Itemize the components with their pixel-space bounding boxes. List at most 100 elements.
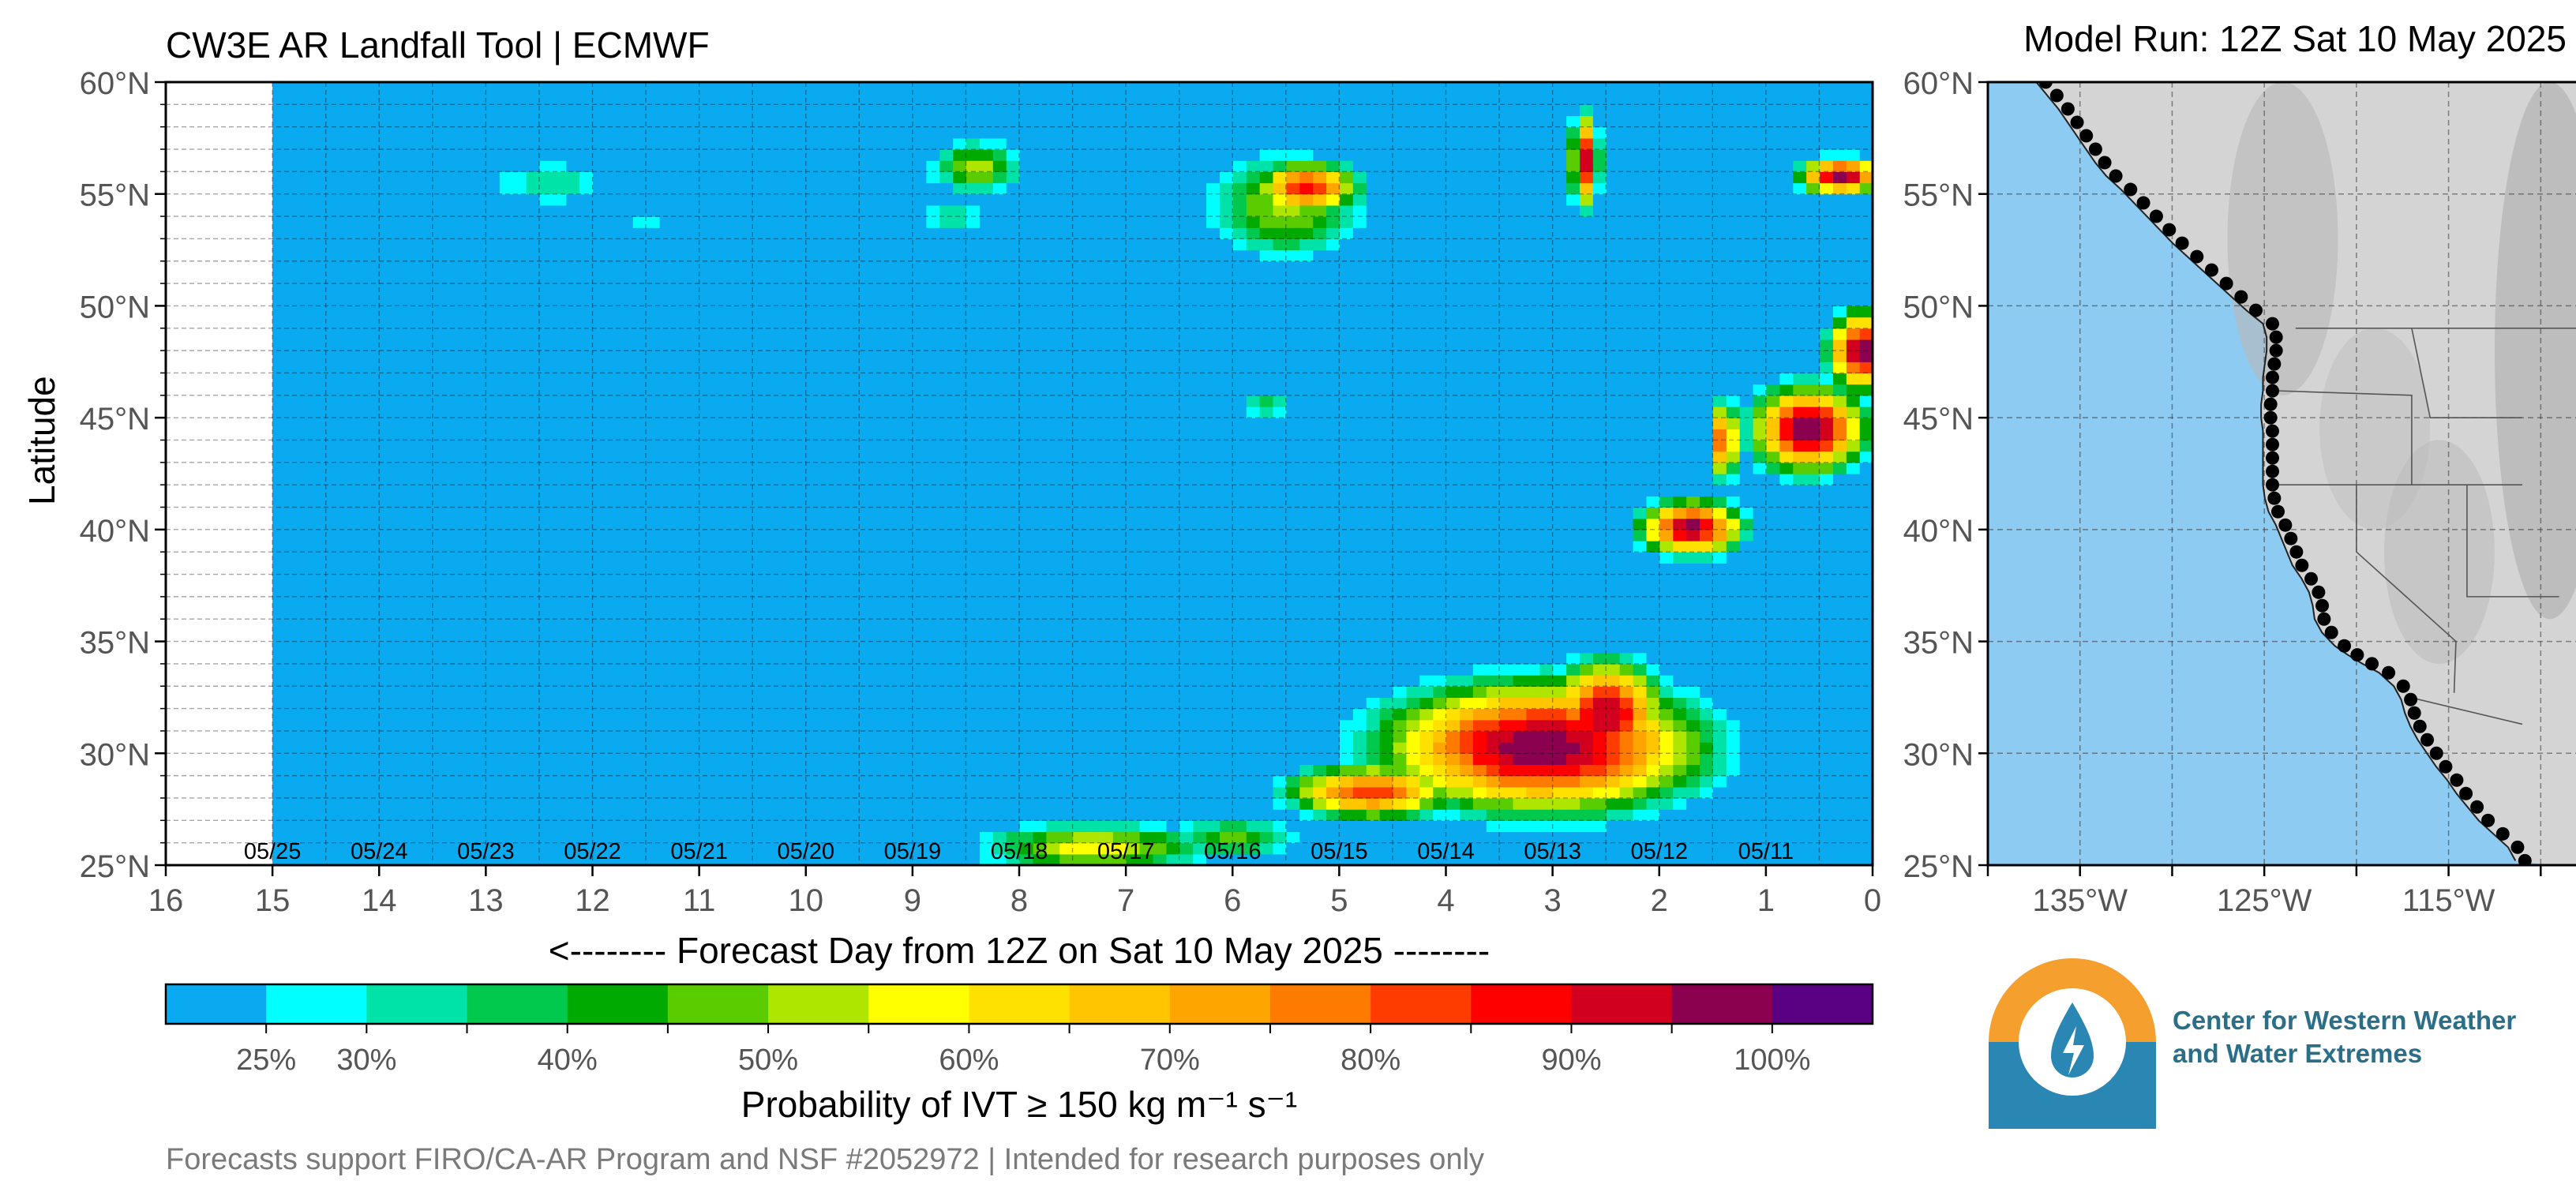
heat-cell bbox=[1805, 339, 1820, 351]
heat-cell bbox=[1459, 418, 1473, 429]
heat-cell bbox=[925, 350, 940, 362]
heat-cell bbox=[1685, 126, 1700, 139]
heat-cell bbox=[1619, 238, 1633, 251]
heat-cell bbox=[939, 395, 954, 407]
heat-cell bbox=[1779, 260, 1794, 273]
heat-cell bbox=[1512, 485, 1527, 497]
heat-cell bbox=[1352, 350, 1367, 362]
heat-cell bbox=[1579, 339, 1593, 351]
heat-cell bbox=[1366, 115, 1380, 128]
heat-cell bbox=[1726, 529, 1740, 542]
heat-cell bbox=[1432, 742, 1447, 754]
heat-cell bbox=[1232, 775, 1247, 788]
heat-cell bbox=[966, 384, 980, 396]
heat-cell bbox=[925, 429, 940, 441]
heat-cell bbox=[1672, 115, 1687, 128]
heat-cell bbox=[1579, 193, 1593, 206]
heat-cell bbox=[1339, 384, 1353, 396]
heat-cell bbox=[1072, 797, 1087, 810]
heat-cell bbox=[966, 831, 980, 844]
heat-cell bbox=[1165, 440, 1180, 452]
heat-cell bbox=[1486, 249, 1500, 262]
heat-cell bbox=[1152, 149, 1167, 161]
heat-cell bbox=[1059, 652, 1074, 665]
heat-cell bbox=[1232, 529, 1247, 542]
heat-cell bbox=[1592, 429, 1607, 441]
heat-cell bbox=[1192, 171, 1207, 184]
heat-cell bbox=[1152, 552, 1167, 564]
heat-cell bbox=[1019, 730, 1033, 743]
heat-cell bbox=[1165, 708, 1180, 721]
heat-cell bbox=[1486, 462, 1500, 474]
heat-cell bbox=[1486, 238, 1500, 251]
heat-cell bbox=[1059, 552, 1074, 564]
heat-cell bbox=[1859, 641, 1873, 654]
heat-cell bbox=[1859, 663, 1873, 676]
heat-cell bbox=[1232, 786, 1247, 799]
heat-cell bbox=[1779, 429, 1794, 441]
heat-cell bbox=[1285, 496, 1300, 508]
heat-cell bbox=[1579, 93, 1593, 105]
heat-cell bbox=[1565, 82, 1580, 94]
heat-cell bbox=[1472, 596, 1487, 609]
heat-cell bbox=[1552, 585, 1567, 598]
heat-cell bbox=[1006, 362, 1020, 374]
heat-cell bbox=[925, 507, 940, 519]
heat-cell bbox=[1192, 663, 1207, 676]
heat-cell bbox=[1539, 697, 1554, 710]
heat-cell bbox=[1019, 719, 1033, 732]
heat-cell bbox=[1059, 831, 1074, 844]
heat-cell bbox=[1299, 395, 1314, 407]
heat-cell bbox=[1445, 518, 1460, 530]
heat-cell bbox=[966, 797, 980, 810]
heat-cell bbox=[1859, 283, 1873, 295]
heat-cell bbox=[1619, 406, 1633, 418]
heat-cell bbox=[1339, 663, 1353, 676]
heat-cell bbox=[1525, 384, 1540, 396]
heat-cell bbox=[1192, 93, 1207, 105]
heat-cell bbox=[1486, 786, 1500, 799]
heat-cell bbox=[1632, 585, 1647, 598]
heat-cell bbox=[1539, 708, 1554, 721]
heat-cell bbox=[1019, 596, 1033, 609]
heat-cell bbox=[1126, 160, 1140, 172]
heat-cell bbox=[1539, 518, 1554, 530]
heat-cell bbox=[1405, 182, 1420, 195]
heat-cell bbox=[925, 485, 940, 497]
heat-cell bbox=[1752, 418, 1767, 429]
heat-cell bbox=[1379, 753, 1393, 766]
heat-cell bbox=[1325, 797, 1340, 810]
heat-cell bbox=[1246, 686, 1260, 699]
heat-cell bbox=[1699, 518, 1713, 530]
heat-cell bbox=[1259, 541, 1273, 553]
heat-cell bbox=[1432, 474, 1447, 485]
heat-cell bbox=[992, 764, 1007, 777]
heat-cell bbox=[1192, 485, 1207, 497]
heat-cell bbox=[1472, 82, 1487, 94]
heat-cell bbox=[1472, 440, 1487, 452]
heat-cell bbox=[1619, 719, 1633, 732]
heat-cell bbox=[1126, 809, 1140, 821]
heat-cell bbox=[1192, 115, 1207, 128]
heat-cell bbox=[952, 641, 967, 654]
heat-cell bbox=[1339, 552, 1353, 564]
heat-cell bbox=[1352, 193, 1367, 206]
heat-cell bbox=[925, 797, 940, 810]
heat-cell bbox=[1099, 373, 1113, 385]
heat-cell bbox=[1592, 115, 1607, 128]
heat-cell bbox=[1019, 809, 1033, 821]
heat-cell bbox=[1606, 451, 1620, 463]
heat-cell bbox=[1512, 104, 1527, 117]
heat-cell bbox=[1632, 260, 1647, 273]
heat-cell bbox=[1099, 585, 1113, 598]
heat-cell bbox=[1606, 742, 1620, 754]
heat-cell bbox=[1472, 328, 1487, 340]
heat-cell bbox=[1606, 216, 1620, 228]
heat-cell bbox=[1112, 440, 1127, 452]
heat-cell bbox=[1592, 384, 1607, 396]
heat-cell bbox=[1219, 742, 1233, 754]
heat-cell bbox=[1712, 563, 1727, 575]
heat-cell bbox=[1219, 596, 1233, 609]
heat-cell bbox=[1832, 552, 1847, 564]
heat-cell bbox=[1859, 149, 1873, 161]
